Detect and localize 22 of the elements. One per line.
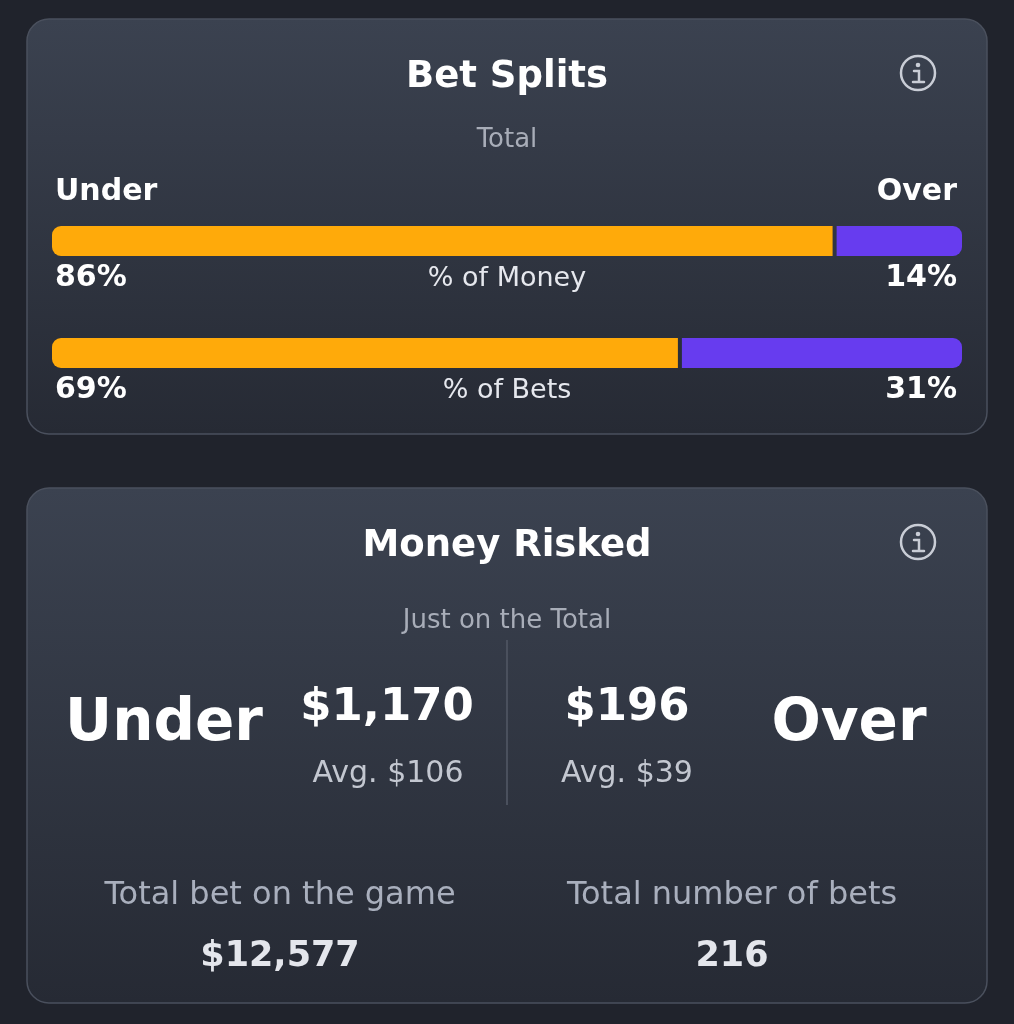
y-tick-label: % of Money — [427, 261, 587, 292]
data-label: 69% — [55, 370, 127, 405]
text: $12,577 — [200, 934, 360, 974]
y-tick-label: % of Bets — [442, 373, 572, 404]
text: Total number of bets — [565, 874, 898, 912]
data-label: 86% — [55, 258, 127, 293]
text: Total bet on the game — [103, 874, 456, 912]
text: Just on the Total — [400, 604, 612, 634]
text: $1,170 — [300, 678, 474, 731]
text: 216 — [695, 934, 769, 974]
chart-subtitle: Total — [475, 123, 538, 153]
data-label: 14% — [885, 258, 957, 293]
text: $196 — [564, 678, 690, 731]
data-label: 31% — [885, 370, 957, 405]
chart-title: Bet Splits — [405, 53, 609, 96]
text: Avg. $39 — [561, 754, 693, 789]
text: Money Risked — [362, 522, 652, 565]
text: Over — [771, 686, 927, 754]
series-label: Under — [55, 172, 158, 207]
text: Avg. $106 — [312, 754, 464, 789]
text: Under — [65, 686, 264, 754]
series-label: Over — [876, 172, 958, 207]
